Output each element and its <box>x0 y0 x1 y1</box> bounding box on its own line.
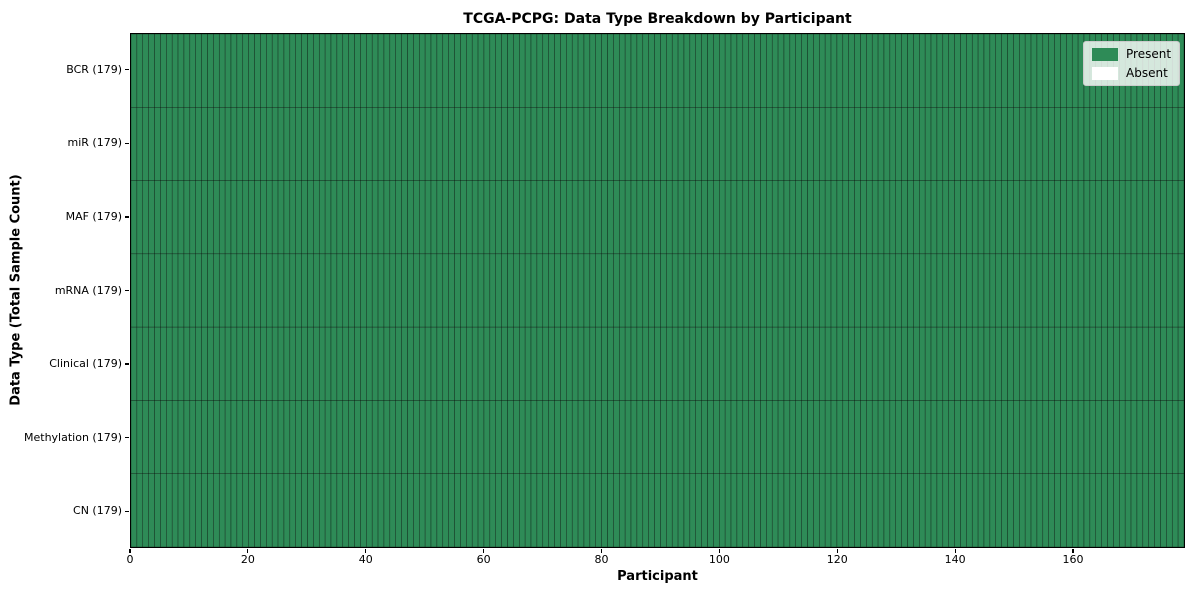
x-tick-mark <box>1072 548 1074 553</box>
x-tick-mark <box>836 548 838 553</box>
y-tick-label: Clinical (179) <box>49 357 122 371</box>
y-tick-mark <box>125 142 129 144</box>
y-tick-label: mRNA (179) <box>54 283 122 297</box>
y-tick-label: Methylation (179) <box>24 430 122 444</box>
y-tick-mark <box>125 69 129 71</box>
x-tick-mark <box>718 548 720 553</box>
y-tick-mark <box>125 216 129 218</box>
legend: Present Absent <box>1083 41 1181 86</box>
x-tick-label: 0 <box>126 553 134 566</box>
y-tick-mark <box>125 437 129 439</box>
x-tick-label: 80 <box>594 553 609 566</box>
x-axis-label: Participant <box>617 569 698 584</box>
y-tick-label: BCR (179) <box>66 62 122 76</box>
y-tick-label: CN (179) <box>73 504 122 518</box>
legend-entry-absent: Absent <box>1092 66 1171 80</box>
x-tick-mark <box>954 548 956 553</box>
legend-entry-present: Present <box>1092 47 1171 61</box>
x-tick-label: 60 <box>476 553 491 566</box>
x-tick-label: 100 <box>708 553 730 566</box>
chart-title: TCGA-PCPG: Data Type Breakdown by Partic… <box>463 11 852 27</box>
x-tick-label: 160 <box>1062 553 1084 566</box>
heatmap-grid <box>131 34 1184 547</box>
x-tick-mark <box>483 548 485 553</box>
plot-area <box>130 33 1185 548</box>
x-tick-mark <box>129 548 131 553</box>
y-tick-label: MAF (179) <box>65 209 122 223</box>
x-tick-label: 140 <box>944 553 966 566</box>
x-tick-mark <box>600 548 603 553</box>
y-tick-mark <box>125 289 129 292</box>
x-tick-label: 40 <box>358 553 373 566</box>
legend-label: Present <box>1126 47 1172 61</box>
y-tick-label: miR (179) <box>67 136 123 150</box>
x-tick-mark <box>247 548 249 553</box>
x-tick-label: 20 <box>240 553 255 566</box>
legend-label: Absent <box>1126 66 1168 80</box>
legend-swatch-present <box>1092 47 1118 61</box>
y-tick-mark <box>125 363 129 365</box>
y-tick-mark <box>125 510 129 512</box>
x-tick-label: 120 <box>826 553 848 566</box>
legend-swatch-absent <box>1092 66 1118 80</box>
x-tick-mark <box>365 548 367 553</box>
